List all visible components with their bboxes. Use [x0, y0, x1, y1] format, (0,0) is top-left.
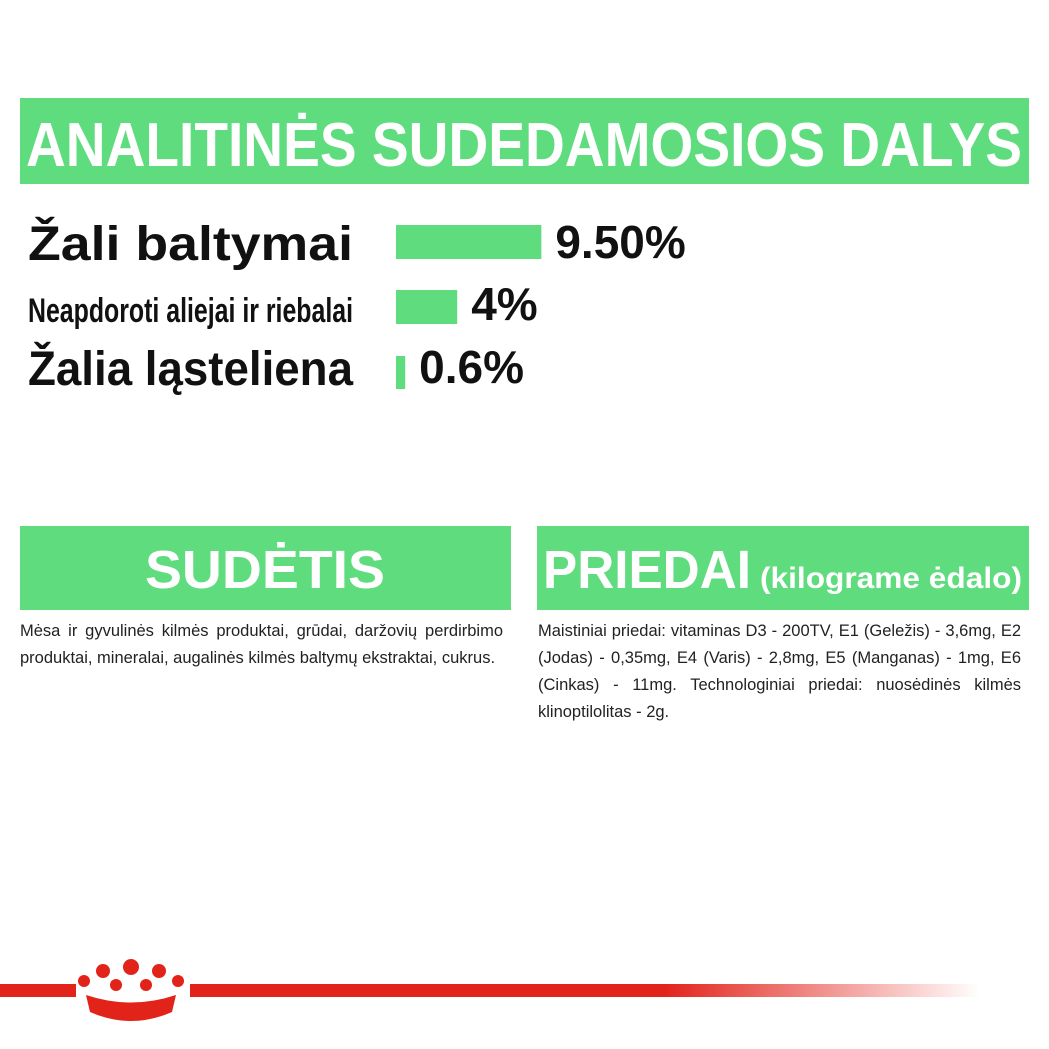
additives-subtitle: (kilograme ėdalo)	[760, 562, 1022, 595]
bar	[396, 290, 458, 324]
additives-title: PRIEDAI	[543, 540, 751, 600]
chart-title: ANALITINĖS SUDEDAMOSIOS DALYS	[26, 111, 1022, 180]
value-label: 9.50%	[555, 216, 685, 268]
bar	[396, 225, 542, 259]
composition-text: Mėsa ir gyvulinės kilmės produktai, grūd…	[20, 622, 503, 667]
bar	[396, 356, 406, 389]
title-banner	[20, 98, 1029, 184]
composition-banner	[20, 526, 511, 610]
category-label: Neapdoroti aliejai ir riebalai	[28, 292, 353, 330]
value-label: 0.6%	[419, 341, 524, 393]
value-label: 4%	[471, 278, 537, 330]
logo	[78, 959, 184, 1021]
category-label: Žalia ląsteliena	[28, 341, 353, 396]
additives-banner	[537, 526, 1029, 610]
category-label: Žali baltymai	[28, 216, 353, 271]
footer-line	[190, 984, 980, 997]
footer-line	[0, 984, 76, 997]
composition-title: SUDĖTIS	[145, 540, 385, 600]
additives-text: Maistiniai priedai: vitaminas D3 - 200TV…	[538, 622, 1021, 721]
